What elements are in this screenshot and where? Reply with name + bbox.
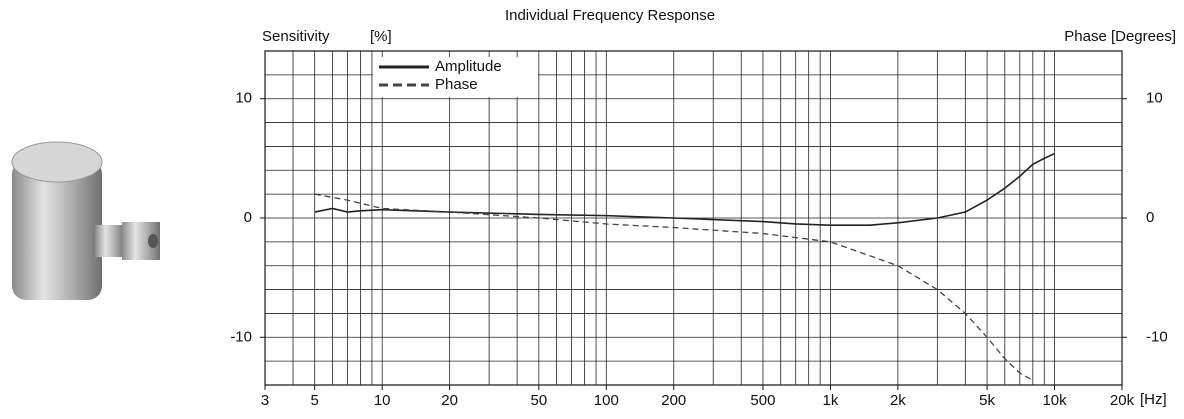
y2-axis-label: Phase [Degrees]: [1064, 28, 1176, 45]
x-axis-label: [Hz]: [1140, 391, 1167, 408]
y2-tick-label: 10: [1146, 90, 1163, 107]
x-tick-label: 50: [530, 392, 547, 409]
y-axis-label: Sensitivity: [262, 28, 330, 45]
series-line: [314, 193, 1034, 381]
x-tick-label: 2k: [890, 392, 906, 409]
y2-tick-label: 0: [1146, 209, 1154, 226]
legend-label: Phase: [435, 76, 478, 93]
y-tick-label: 0: [244, 209, 252, 226]
legend-box: [373, 57, 538, 97]
y-tick-label: -10: [230, 328, 252, 345]
x-tick-label: 20: [441, 392, 458, 409]
x-tick-label: 10k: [1042, 392, 1067, 409]
legend-label: Amplitude: [435, 58, 502, 75]
chart-title: Individual Frequency Response: [505, 7, 715, 24]
y-tick-label: 10: [235, 90, 252, 107]
x-tick-label: 20k: [1110, 392, 1135, 409]
series-line: [314, 152, 1055, 226]
sensor-image: [11, 141, 160, 300]
x-tick-label: 10: [374, 392, 391, 409]
y-axis-unit: [%]: [370, 28, 392, 45]
x-tick-label: 3: [261, 392, 269, 409]
x-tick-label: 100: [594, 392, 619, 409]
x-tick-label: 1k: [822, 392, 838, 409]
x-tick-label: 200: [661, 392, 686, 409]
x-tick-label: 5k: [979, 392, 995, 409]
x-tick-label: 5: [311, 392, 319, 409]
x-tick-label: 500: [750, 392, 775, 409]
y2-tick-label: -10: [1146, 328, 1168, 345]
